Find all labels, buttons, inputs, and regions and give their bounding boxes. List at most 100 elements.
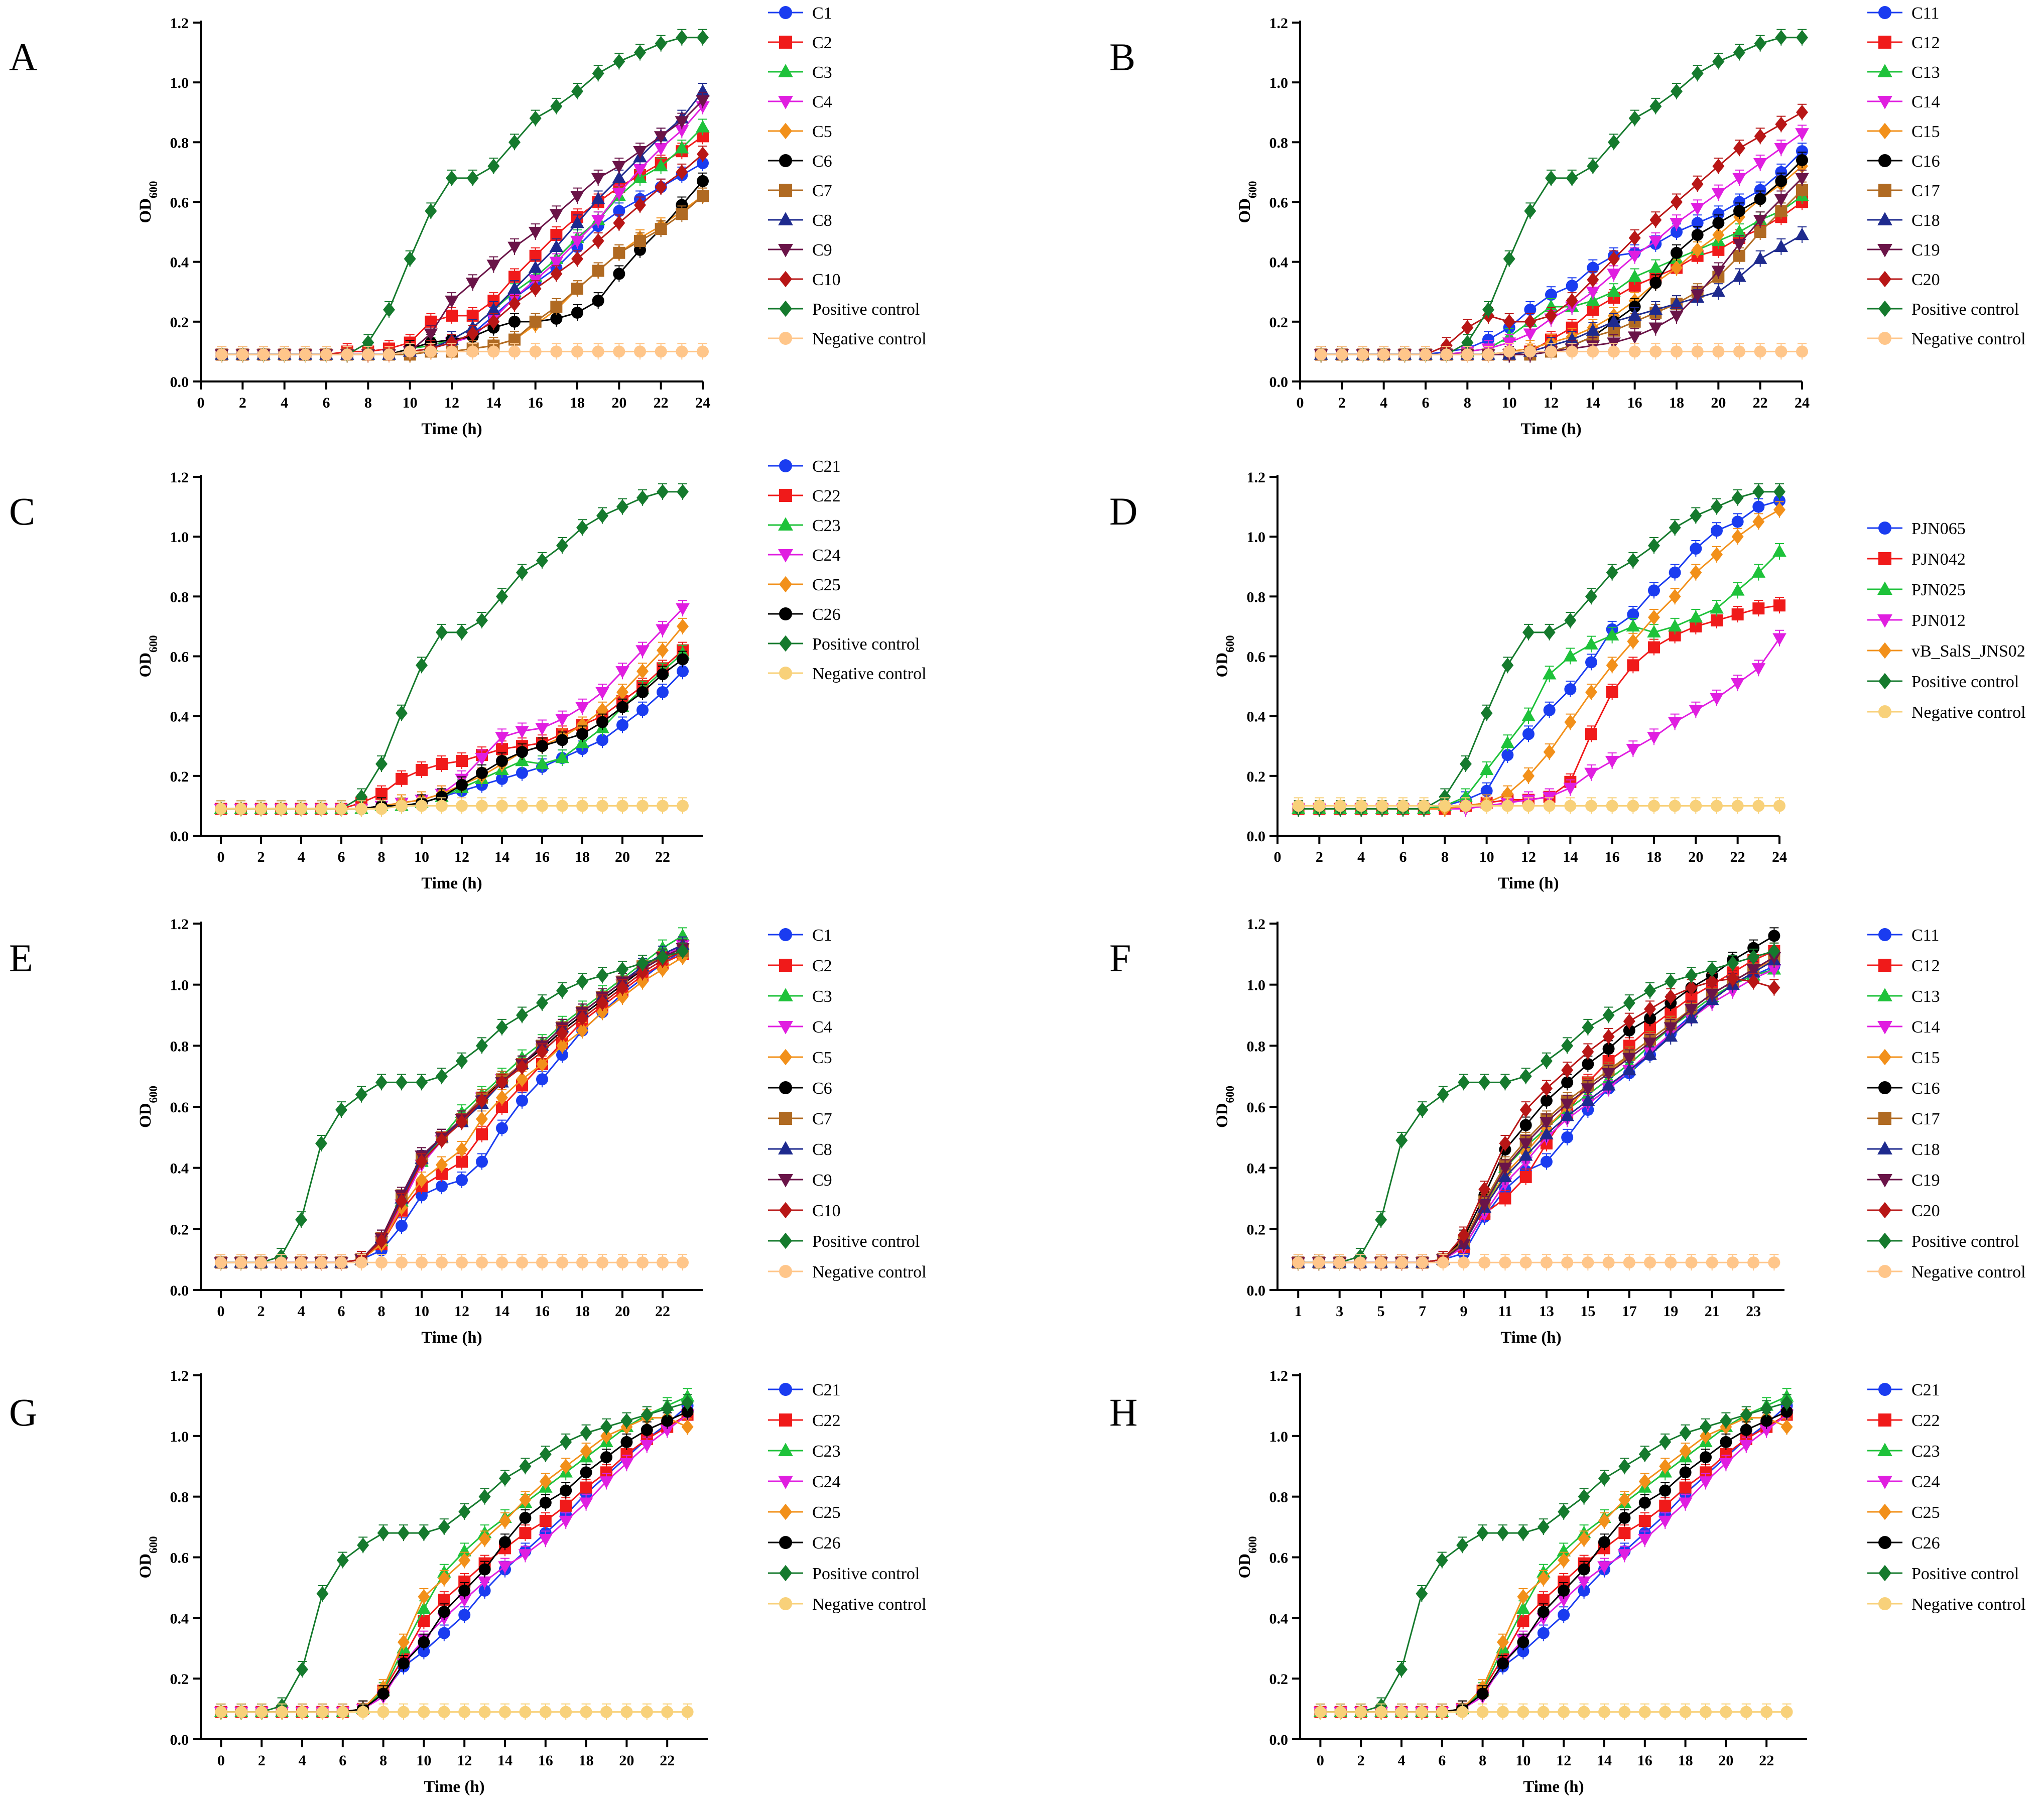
data-point (1768, 980, 1780, 995)
data-point (396, 800, 408, 812)
legend-marker (779, 1112, 792, 1125)
data-point (1796, 104, 1808, 120)
series-line (221, 180, 704, 355)
legend-marker (778, 1020, 793, 1035)
x-tick-label: 13 (1539, 1303, 1554, 1320)
data-point (404, 345, 416, 358)
data-point (456, 624, 468, 640)
data-point (1795, 173, 1809, 186)
data-point (456, 1142, 468, 1157)
data-point (1647, 732, 1661, 744)
x-tick-label: 18 (1669, 395, 1684, 411)
data-point (416, 800, 428, 812)
data-point (1752, 484, 1765, 499)
data-point (1607, 314, 1621, 327)
legend-label: C15 (1911, 1049, 1940, 1067)
data-point (1376, 800, 1388, 812)
data-point (487, 345, 500, 358)
data-point (696, 95, 710, 108)
chart-panel-d: D0.00.20.40.60.81.01.20 2 4 6 8 10 12 14 16 18 20 2… (1109, 469, 2026, 892)
data-point (633, 146, 647, 159)
data-point (456, 755, 468, 767)
data-point (556, 1049, 568, 1061)
data-point (1586, 323, 1600, 336)
data-point (1732, 270, 1746, 282)
series-line (1321, 350, 1802, 355)
data-point (571, 251, 583, 267)
data-point (1732, 238, 1746, 251)
x-tick-label: 2 (1338, 395, 1346, 411)
data-point (1796, 154, 1808, 167)
data-point (1607, 269, 1621, 281)
series-line (1321, 151, 1803, 355)
data-point (1628, 345, 1641, 358)
data-point (1479, 762, 1494, 776)
x-tick-label: 15 (1580, 1303, 1595, 1320)
data-point (446, 345, 458, 358)
data-point (1623, 1013, 1635, 1029)
chart-panel-c: C 0.0 0.2 0.4 0.6 0.8 1.0 1.2 0 2 4 6 8 10 12 14 16 18 20 2… (9, 457, 927, 892)
x-tick-label: 3 (1336, 1303, 1343, 1320)
legend-label: C10 (812, 1202, 841, 1220)
data-point (496, 1256, 508, 1269)
legend-label: Positive control (812, 300, 920, 319)
data-point (549, 256, 564, 270)
series-c4 (214, 97, 710, 363)
y-axis-title: OD600 (1213, 635, 1236, 678)
series-line (221, 953, 683, 1263)
y-tick-label: 1.0 (170, 75, 189, 91)
data-point (486, 260, 501, 273)
x-tick-label: 6 (323, 395, 330, 411)
x-tick-label: 0 (197, 395, 205, 411)
data-point (1545, 345, 1557, 358)
data-point (1523, 328, 1538, 341)
data-point (592, 265, 604, 277)
data-point (1711, 499, 1723, 514)
y-tick-label: 0.4 (1247, 1161, 1266, 1177)
data-point (556, 538, 568, 554)
data-point (424, 328, 438, 341)
legend-marker (1878, 1081, 1891, 1094)
x-tick-label: 10 (414, 1303, 429, 1320)
y-tick-label: 0.0 (1269, 374, 1289, 391)
data-point (1643, 1048, 1657, 1060)
data-point (295, 1256, 307, 1269)
data-point (1773, 502, 1785, 518)
data-point (697, 345, 709, 358)
data-point (654, 143, 668, 156)
legend-marker (1878, 705, 1891, 718)
data-point (1565, 332, 1579, 345)
data-point (576, 800, 588, 812)
legend-label: C18 (1911, 1140, 1940, 1159)
data-point (1733, 45, 1745, 60)
data-point (1627, 608, 1639, 621)
legend-marker (779, 271, 792, 288)
data-point (595, 687, 609, 700)
data-point (656, 624, 670, 637)
data-point (634, 234, 646, 247)
data-point (516, 565, 528, 580)
data-point (1669, 566, 1681, 579)
x-tick-label: 16 (535, 1303, 550, 1320)
data-point (1775, 166, 1787, 178)
legend-label: C5 (812, 122, 832, 141)
data-point (1775, 30, 1787, 45)
data-point (1315, 348, 1327, 361)
x-tick-label: 22 (1730, 849, 1745, 865)
y-tick-label: 0.4 (170, 709, 189, 725)
data-point (355, 1256, 367, 1269)
data-point (495, 732, 509, 744)
data-point (375, 1075, 388, 1090)
data-point (1482, 333, 1494, 346)
data-point (536, 1073, 548, 1086)
series-line (1321, 195, 1803, 355)
x-tick-label: 10 (1479, 849, 1494, 865)
data-point (1480, 705, 1493, 721)
data-point (1671, 345, 1683, 358)
data-point (1752, 500, 1765, 513)
data-point (1524, 304, 1537, 316)
y-tick-label: 0.4 (170, 254, 189, 271)
data-point (456, 779, 468, 791)
data-point (616, 719, 628, 731)
y-tick-label: 0.0 (1247, 1282, 1266, 1299)
